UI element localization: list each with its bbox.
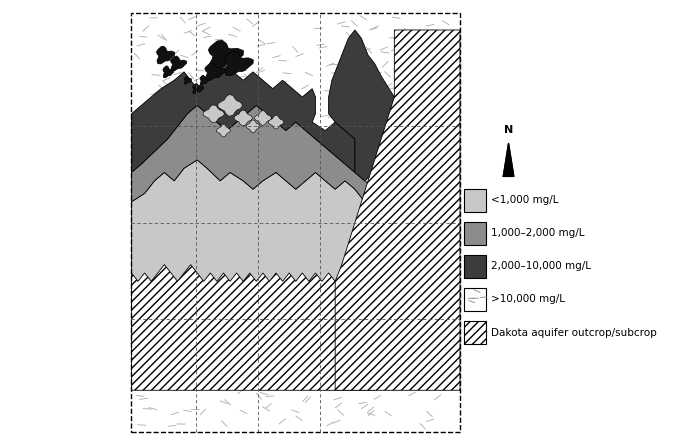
- Text: 1,000–2,000 mg/L: 1,000–2,000 mg/L: [491, 228, 584, 238]
- Polygon shape: [132, 13, 460, 432]
- Text: Dakota aquifer outcrop/subcrop: Dakota aquifer outcrop/subcrop: [491, 328, 657, 337]
- Polygon shape: [205, 63, 225, 81]
- Polygon shape: [132, 105, 394, 336]
- Polygon shape: [132, 265, 374, 390]
- Polygon shape: [156, 46, 175, 64]
- Polygon shape: [184, 76, 192, 84]
- Polygon shape: [234, 110, 253, 126]
- Polygon shape: [224, 51, 253, 76]
- Polygon shape: [328, 30, 394, 181]
- Bar: [464, 189, 486, 212]
- Text: N: N: [504, 124, 513, 135]
- Polygon shape: [200, 75, 209, 85]
- Polygon shape: [255, 111, 272, 125]
- Bar: [464, 288, 486, 311]
- Text: 2,000–10,000 mg/L: 2,000–10,000 mg/L: [491, 262, 591, 271]
- Bar: [464, 321, 486, 344]
- Polygon shape: [269, 115, 284, 129]
- Polygon shape: [503, 143, 514, 176]
- Text: >10,000 mg/L: >10,000 mg/L: [491, 295, 565, 304]
- Polygon shape: [217, 124, 230, 137]
- Polygon shape: [209, 40, 244, 70]
- Polygon shape: [218, 94, 243, 116]
- Polygon shape: [203, 105, 225, 123]
- Text: <1,000 mg/L: <1,000 mg/L: [491, 195, 559, 205]
- Polygon shape: [193, 84, 204, 93]
- Bar: [464, 222, 486, 245]
- Polygon shape: [171, 56, 187, 71]
- Bar: [464, 255, 486, 278]
- Polygon shape: [132, 160, 394, 348]
- Polygon shape: [163, 66, 174, 78]
- Polygon shape: [132, 64, 355, 172]
- Polygon shape: [246, 120, 260, 133]
- Polygon shape: [335, 30, 460, 390]
